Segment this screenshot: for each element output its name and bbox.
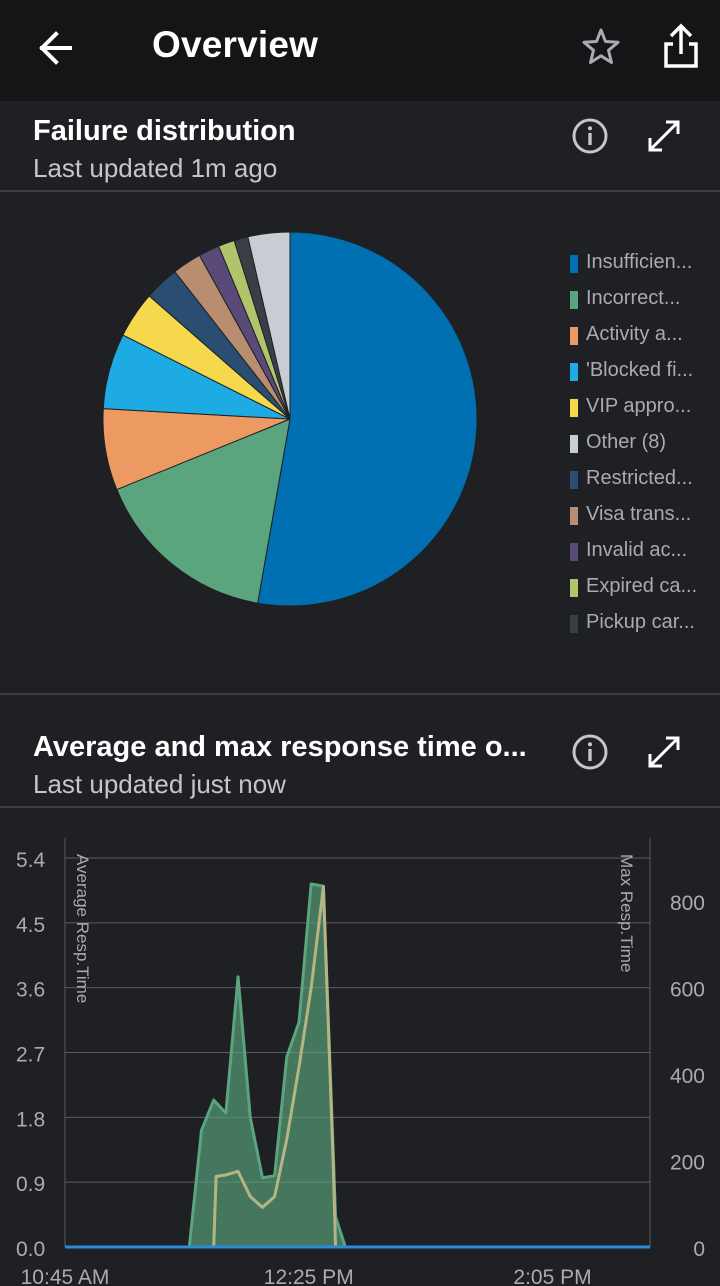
response-time-chart[interactable]: 0.0 0.9 1.8 2.7 3.6 4.5 5.4 0 200 400 600 800 10:45 …: [0, 820, 720, 1286]
divider: [0, 806, 720, 808]
pie-slice[interactable]: [247, 231, 291, 420]
legend-label: VIP appro...: [586, 395, 692, 417]
page-title: Overview: [152, 24, 319, 65]
divider: [0, 693, 720, 695]
legend-item[interactable]: Other (8): [568, 426, 718, 462]
y2-tick-label: 200: [670, 1152, 705, 1175]
legend-swatch: [570, 363, 578, 381]
arrow-left-icon: [39, 31, 72, 65]
y-tick-label: 0.9: [16, 1173, 45, 1196]
y-axis-title: Average Resp.Time: [73, 854, 92, 1003]
legend-swatch: [570, 543, 578, 561]
legend-swatch: [570, 615, 578, 633]
legend-item[interactable]: VIP appro...: [568, 390, 718, 426]
y-tick-label: 1.8: [16, 1108, 45, 1131]
legend-item[interactable]: Restricted...: [568, 462, 718, 498]
legend-swatch: [570, 291, 578, 309]
failure-card-subtitle: Last updated 1m ago: [33, 153, 278, 183]
y2-axis-title: Max Resp.Time: [617, 854, 636, 972]
legend-label: Expired ca...: [586, 575, 698, 597]
response-card-title: Average and max response time o...: [33, 731, 527, 763]
favorite-button[interactable]: [574, 20, 628, 74]
share-button[interactable]: [654, 18, 708, 76]
legend-item[interactable]: Incorrect...: [568, 282, 718, 318]
legend-swatch: [570, 471, 578, 489]
legend-item[interactable]: Pickup car...: [568, 606, 718, 642]
divider: [0, 190, 720, 192]
share-icon: [664, 23, 698, 68]
legend-item[interactable]: Insufficien...: [568, 246, 718, 282]
legend-label: Activity a...: [586, 323, 683, 345]
legend-label: Restricted...: [586, 467, 693, 489]
y-tick-label: 3.6: [16, 979, 45, 1002]
y-tick-label: 0.0: [16, 1238, 45, 1261]
legend-swatch: [570, 327, 578, 345]
y2-tick-label: 400: [670, 1065, 705, 1088]
series-area: [65, 883, 650, 1247]
legend-swatch: [570, 435, 578, 453]
y-tick-label: 5.4: [16, 849, 46, 872]
legend-swatch: [570, 579, 578, 597]
y2-tick-label: 800: [670, 892, 705, 915]
legend-item[interactable]: Activity a...: [568, 318, 718, 354]
legend-item[interactable]: Invalid ac...: [568, 534, 718, 570]
expand-icon[interactable]: [644, 732, 684, 772]
legend-swatch: [570, 255, 578, 273]
legend-label: Incorrect...: [586, 287, 681, 309]
pie-slice[interactable]: [116, 418, 291, 604]
y2-tick-label: 600: [670, 979, 705, 1002]
legend-item[interactable]: Visa trans...: [568, 498, 718, 534]
x-tick-label: 12:25 PM: [264, 1266, 354, 1286]
legend-item[interactable]: 'Blocked fi...: [568, 354, 718, 390]
back-button[interactable]: [28, 22, 84, 74]
legend-label: Other (8): [586, 431, 667, 453]
legend-label: 'Blocked fi...: [586, 359, 694, 381]
series-line: [65, 882, 650, 1249]
failure-card-title: Failure distribution: [33, 115, 296, 147]
expand-icon[interactable]: [644, 116, 684, 156]
info-icon[interactable]: [570, 732, 610, 772]
y-tick-label: 4.5: [16, 914, 45, 937]
series-line: [65, 885, 650, 1249]
failure-pie-chart[interactable]: [90, 220, 490, 620]
info-icon[interactable]: [570, 116, 610, 156]
response-card-subtitle: Last updated just now: [33, 769, 286, 799]
legend-label: Visa trans...: [586, 503, 692, 525]
legend-swatch: [570, 399, 578, 417]
legend-item[interactable]: Expired ca...: [568, 570, 718, 606]
x-tick-label: 2:05 PM: [513, 1266, 591, 1286]
top-app-bar: Overview: [0, 0, 720, 101]
x-tick-label: 10:45 AM: [21, 1266, 110, 1286]
y-tick-label: 2.7: [16, 1044, 45, 1067]
legend-label: Pickup car...: [586, 611, 695, 633]
y2-tick-label: 0: [693, 1238, 705, 1261]
legend-swatch: [570, 507, 578, 525]
pie-slice[interactable]: [257, 231, 478, 607]
failure-legend: Insufficien... Incorrect... Activity a... '…: [568, 246, 718, 642]
star-outline-icon: [582, 28, 620, 64]
legend-label: Invalid ac...: [586, 539, 688, 561]
legend-label: Insufficien...: [586, 251, 693, 273]
